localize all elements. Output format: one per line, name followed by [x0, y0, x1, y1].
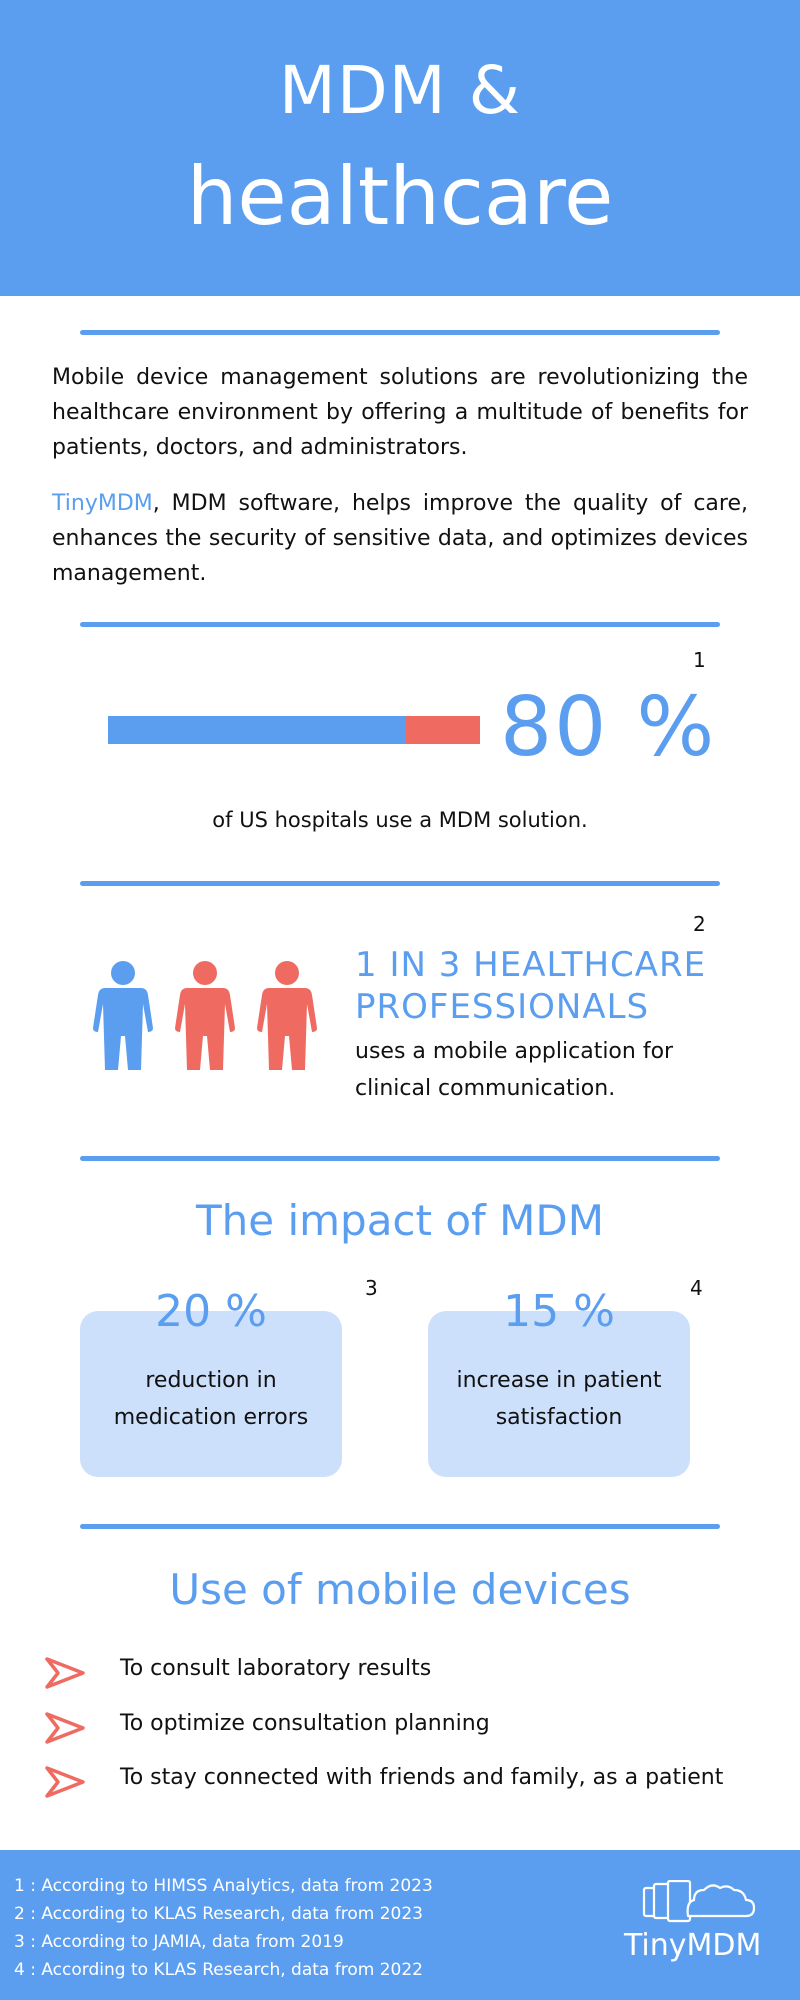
- impact-card-2-text: increase in patient satisfaction: [428, 1362, 690, 1436]
- chevron-right-icon: [45, 1712, 85, 1744]
- person-icon: [175, 961, 235, 1070]
- impact-card-1-value: 20 %: [155, 1286, 267, 1337]
- divider: [80, 330, 720, 335]
- person-icon: [257, 961, 317, 1070]
- source-3: 3 : According to JAMIA, data from 2019: [14, 1932, 344, 1952]
- list-item-text: To optimize consultation planning: [120, 1711, 490, 1736]
- header-banner: [0, 0, 800, 296]
- stat-description: uses a mobile application for clinical c…: [355, 1033, 673, 1107]
- impact-card-2-line2: satisfaction: [495, 1405, 623, 1430]
- footnote-marker-2: 2: [693, 912, 706, 936]
- chevron-right-icon: [45, 1766, 85, 1798]
- logo-text: TinyMDM: [624, 1928, 762, 1963]
- footnote-marker-3: 3: [365, 1276, 378, 1300]
- footnote-marker-4: 4: [690, 1276, 703, 1300]
- impact-card-1-text: reduction in medication errors: [80, 1362, 342, 1436]
- impact-card-2-line1: increase in patient: [456, 1368, 662, 1393]
- impact-section-title: The impact of MDM: [195, 1196, 604, 1245]
- stat-percentage: 80 %: [500, 680, 717, 775]
- footer: [0, 1850, 800, 2000]
- stat-caption: of US hospitals use a MDM solution.: [212, 808, 588, 832]
- source-1: 1 : According to HIMSS Analytics, data f…: [14, 1876, 433, 1896]
- divider: [80, 1156, 720, 1161]
- progress-bar-filled: [108, 716, 406, 744]
- divider: [80, 1524, 720, 1529]
- impact-card-1-line2: medication errors: [113, 1405, 309, 1430]
- list-item: To consult laboratory results: [44, 1652, 764, 1692]
- footnote-marker-1: 1: [693, 648, 706, 672]
- intro-paragraph-2-text: , MDM software, helps improve the qualit…: [52, 491, 748, 586]
- impact-card-1: [80, 1311, 342, 1477]
- stat-description-line1: uses a mobile application for: [355, 1039, 674, 1064]
- source-2: 2 : According to KLAS Research, data fro…: [14, 1904, 423, 1924]
- impact-card-2: [428, 1311, 690, 1477]
- page-title-line1: MDM &: [278, 52, 522, 129]
- devices-cloud-icon: [642, 1880, 756, 1923]
- intro-paragraph-2: TinyMDM, MDM software, helps improve the…: [52, 486, 748, 591]
- source-4: 4 : According to KLAS Research, data fro…: [14, 1960, 423, 1980]
- list-item: To stay connected with friends and famil…: [44, 1761, 764, 1801]
- divider: [80, 622, 720, 627]
- intro-paragraph-1: Mobile device management solutions are r…: [52, 365, 748, 460]
- list-item-text: To stay connected with friends and famil…: [120, 1765, 724, 1790]
- impact-card-2-value: 15 %: [503, 1286, 615, 1337]
- page-title-line2: healthcare: [186, 150, 614, 243]
- impact-card-1-line1: reduction in: [145, 1368, 277, 1393]
- person-icon-highlighted: [93, 961, 153, 1070]
- stat-heading-line2: PROFESSIONALS: [355, 987, 650, 1027]
- progress-bar-remaining: [406, 716, 480, 744]
- brand-link[interactable]: TinyMDM: [52, 491, 153, 516]
- divider: [80, 881, 720, 886]
- stat-heading: 1 IN 3 HEALTHCARE PROFESSIONALS: [355, 944, 706, 1028]
- chevron-right-icon: [45, 1657, 85, 1689]
- usage-section-title: Use of mobile devices: [169, 1565, 631, 1614]
- list-item: To optimize consultation planning: [44, 1707, 764, 1747]
- list-item-text: To consult laboratory results: [120, 1656, 432, 1681]
- stat-description-line2: clinical communication.: [355, 1076, 616, 1101]
- stat-heading-line1: 1 IN 3 HEALTHCARE: [355, 945, 707, 985]
